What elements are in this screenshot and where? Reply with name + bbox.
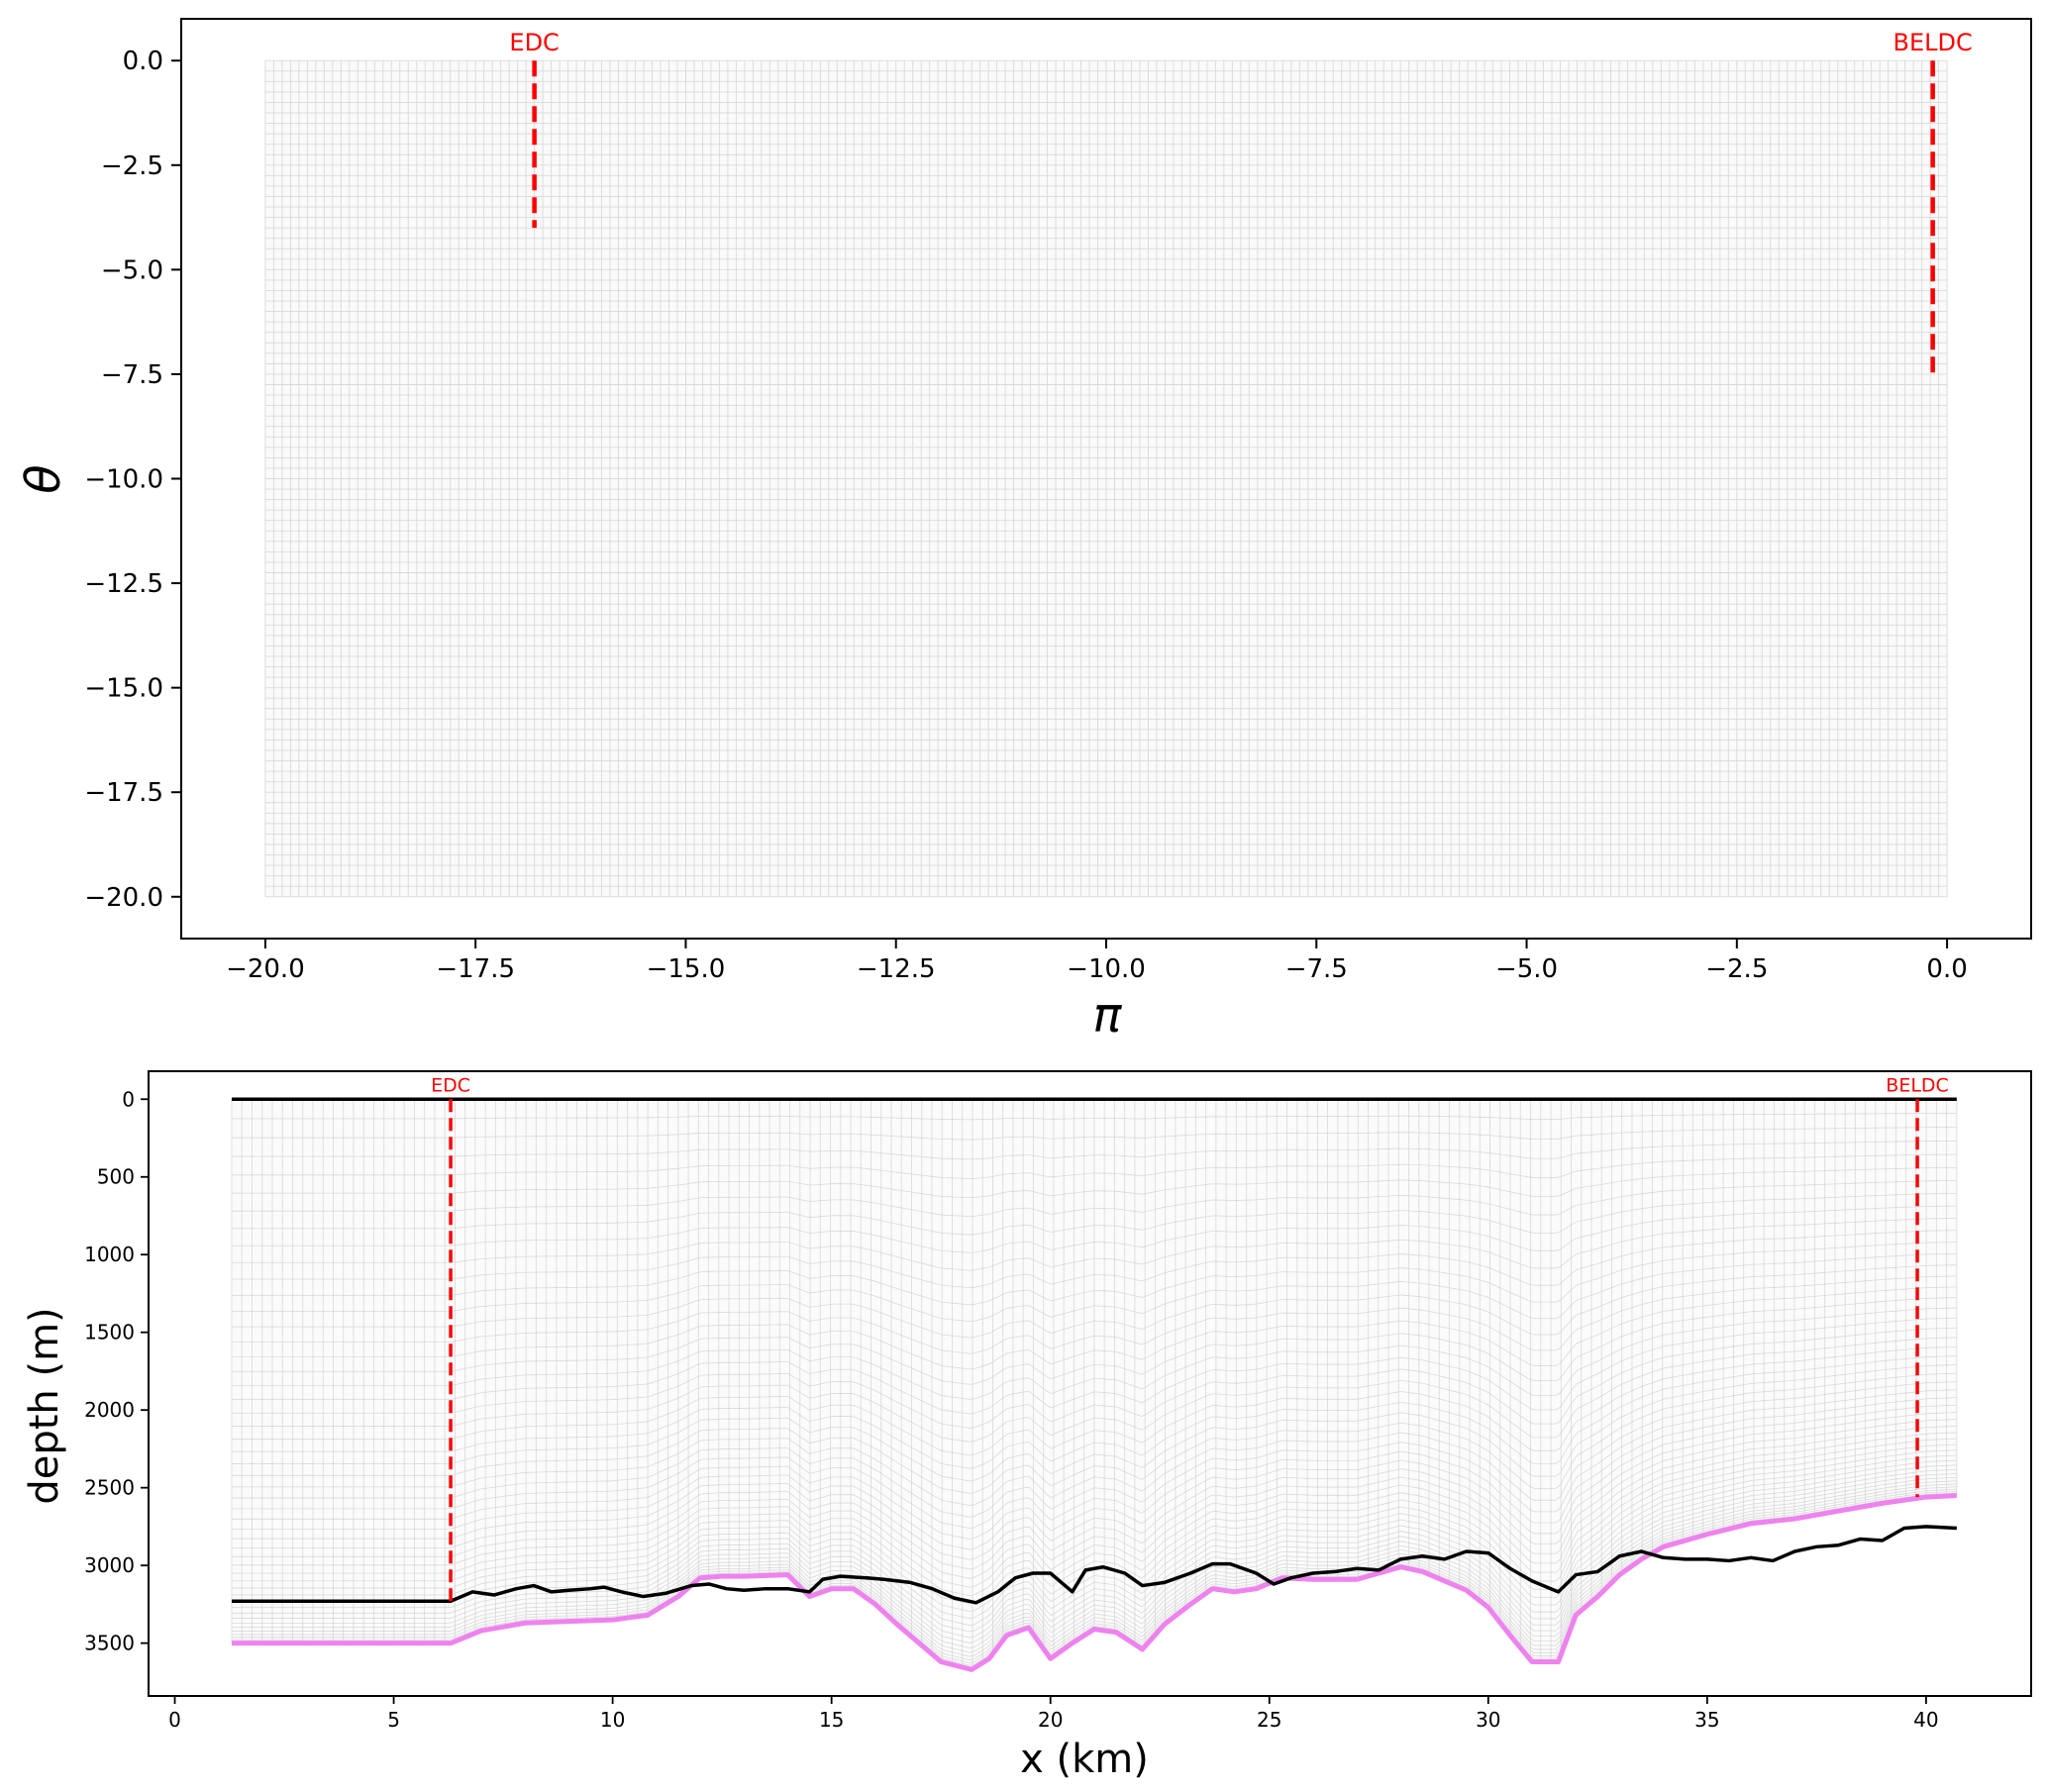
- top-y-tick-label: −12.5: [84, 569, 163, 599]
- bottom-y-axis-label: depth (m): [22, 1307, 67, 1504]
- top-x-tick-label: −5.0: [1495, 954, 1558, 984]
- bottom-x-tick-label: 0: [168, 1708, 181, 1732]
- bottom-y-tick-label: 500: [97, 1165, 135, 1189]
- top-x-axis-label: π: [1093, 988, 1123, 1044]
- top-x-tick-label: −10.0: [1067, 954, 1146, 984]
- top-x-ticks: −20.0 −17.5 −15.0 −12.5 −10.0 −7.5 −5.0 −2.5 0.0: [226, 939, 1968, 984]
- top-x-tick-label: −12.5: [857, 954, 936, 984]
- bottom-x-tick-label: 5: [387, 1708, 400, 1732]
- top-x-tick-label: −7.5: [1285, 954, 1348, 984]
- top-marker-label-edc: EDC: [509, 29, 559, 56]
- bottom-x-tick-label: 25: [1257, 1708, 1281, 1732]
- top-x-tick-label: −2.5: [1705, 954, 1768, 984]
- bottom-y-tick-label: 3000: [84, 1553, 135, 1577]
- bottom-x-tick-label: 30: [1476, 1708, 1500, 1732]
- top-y-tick-label: −15.0: [84, 674, 163, 704]
- top-x-tick-label: −15.0: [647, 954, 726, 984]
- top-y-tick-label: 0.0: [123, 47, 163, 76]
- top-mesh-horizontal-lines: [264, 59, 1948, 898]
- top-y-tick-label: −7.5: [101, 360, 163, 390]
- bottom-y-tick-label: 0: [122, 1087, 135, 1111]
- top-mesh: [264, 59, 1948, 898]
- bottom-x-tick-label: 15: [819, 1708, 844, 1732]
- top-markers: EDC BELDC: [509, 29, 1973, 374]
- bottom-series: [232, 1097, 1957, 1672]
- bottom-x-ticks: 0 5 10 15 20 25 30 35 40: [168, 1696, 1939, 1732]
- top-y-axis-label: θ: [16, 464, 71, 493]
- top-y-tick-label: −2.5: [101, 151, 163, 181]
- top-y-tick-label: −5.0: [101, 255, 163, 285]
- mesh-bottom-line: [232, 1493, 1957, 1672]
- bottom-y-tick-label: 3500: [84, 1632, 135, 1655]
- top-x-tick-label: −17.5: [436, 954, 515, 984]
- bottom-y-tick-label: 2000: [84, 1398, 135, 1422]
- top-y-tick-label: −20.0: [84, 883, 163, 913]
- bottom-x-axis-label: x (km): [1020, 1737, 1149, 1782]
- bottom-marker-label-beldc: BELDC: [1886, 1074, 1949, 1096]
- bottom-markers: EDC BELDC: [431, 1074, 1949, 1602]
- top-x-tick-label: −20.0: [226, 954, 305, 984]
- top-panel: EDC BELDC −20.0 −17.5 −15.0 −12.5 −10.0 −7.5 −5…: [16, 18, 2032, 1044]
- bottom-y-tick-label: 1000: [84, 1243, 135, 1266]
- bottom-y-tick-label: 1500: [84, 1321, 135, 1344]
- bottom-panel: EDC BELDC 0 5 10 15 20 25 30 35 40 0 500 1000 1500 20…: [22, 1070, 2032, 1782]
- bottom-plot-frame: [148, 1070, 2032, 1697]
- bottom-y-tick-label: 2500: [84, 1476, 135, 1500]
- bottom-x-tick-label: 10: [600, 1708, 625, 1732]
- bedrock-line: [232, 1525, 1957, 1605]
- top-y-ticks: 0.0 −2.5 −5.0 −7.5 −10.0 −12.5 −15.0 −17.5 −20.0: [84, 47, 181, 913]
- bottom-x-tick-label: 40: [1913, 1708, 1938, 1732]
- bottom-x-tick-label: 35: [1694, 1708, 1719, 1732]
- bottom-mesh-layer-lines: [232, 1113, 1957, 1669]
- bottom-y-ticks: 0 500 1000 1500 2000 2500 3000 3500: [84, 1087, 149, 1655]
- bottom-x-tick-label: 20: [1038, 1708, 1063, 1732]
- top-y-tick-label: −10.0: [84, 465, 163, 495]
- bottom-marker-label-edc: EDC: [431, 1074, 470, 1096]
- top-x-tick-label: 0.0: [1926, 954, 1967, 984]
- bottom-mesh: [231, 1099, 1958, 1669]
- top-marker-label-beldc: BELDC: [1893, 29, 1973, 56]
- top-y-tick-label: −17.5: [84, 778, 163, 808]
